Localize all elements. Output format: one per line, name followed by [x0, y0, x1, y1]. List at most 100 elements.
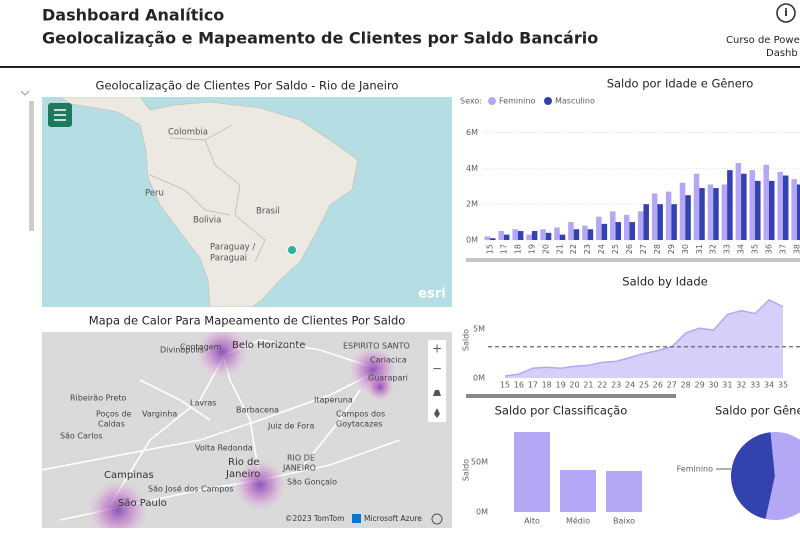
map-label: Poços de [96, 410, 132, 419]
y-tick-label: 6M [466, 128, 478, 137]
x-tick-label: 33 [723, 244, 732, 254]
map-label: Guarapari [368, 374, 408, 383]
map-label: São Paulo [118, 498, 167, 509]
x-tick-label: 23 [611, 381, 621, 390]
bar [498, 231, 504, 240]
x-tick-label: 21 [555, 244, 564, 254]
bar [587, 229, 594, 240]
bar [763, 164, 769, 240]
scrollbar[interactable] [29, 101, 34, 231]
x-tick-label: 24 [625, 381, 635, 390]
collapse-chevron[interactable] [20, 90, 30, 96]
zoom-in[interactable]: + [432, 342, 442, 356]
scrollbar [466, 394, 676, 398]
map-label: ESPIRITO SANTO [343, 342, 410, 351]
bar [540, 229, 546, 240]
header-note: Curso de Power [726, 35, 800, 46]
chart-title: Saldo por Classificação [495, 404, 628, 418]
bar [735, 162, 742, 240]
map-label: Belo Horizonte [232, 340, 305, 351]
bar [596, 216, 602, 240]
x-tick-label: 34 [764, 381, 774, 390]
map-label: Goytacazes [336, 420, 382, 429]
x-tick-label: 35 [778, 381, 788, 390]
bar [582, 225, 588, 240]
x-tick-label: 15 [500, 381, 510, 390]
x-tick-label: 38 [792, 244, 800, 254]
map-label: Barbacena [236, 406, 279, 415]
legend-marker [488, 97, 496, 105]
heat-map[interactable]: Belo Horizonte Contagem ESPIRITO SANTO C… [42, 326, 452, 533]
x-tick-label: 29 [667, 244, 676, 254]
bar [657, 204, 663, 240]
map-attribution: ©2023 TomTom [285, 514, 344, 523]
map[interactable]: Colombia Peru Bolivia Brasil Paraguay / … [42, 97, 452, 307]
y-tick-label: 2M [466, 200, 478, 209]
bar [624, 214, 630, 240]
bar [512, 229, 518, 240]
x-tick-label: 24 [597, 244, 606, 254]
bar [573, 229, 580, 240]
bar [554, 227, 560, 240]
bar [637, 211, 644, 240]
x-tick-label: 19 [527, 244, 536, 254]
slice-label: Feminino [677, 465, 713, 474]
map-label: Paraguai [210, 254, 247, 264]
bar [610, 211, 616, 240]
x-tick-label: 20 [569, 381, 579, 390]
legend-label: Masculino [555, 97, 595, 106]
bar [560, 470, 596, 512]
compass-button[interactable] [434, 408, 440, 418]
bar [693, 173, 700, 240]
map-label: Divinópolis [160, 345, 204, 355]
x-tick-label: 28 [681, 381, 691, 390]
bar [601, 223, 608, 240]
menu-icon [54, 109, 66, 121]
bar [782, 175, 789, 240]
map-title: Mapa de Calor Para Mapeamento de Cliente… [89, 314, 406, 328]
pie-slice [731, 432, 775, 519]
x-tick-label: 22 [597, 381, 607, 390]
map-label: Juiz de Fora [267, 422, 314, 431]
area-line [504, 298, 784, 377]
bar [484, 236, 490, 240]
bar [741, 173, 747, 240]
chart-title: Saldo por Idade e Gênero [607, 77, 754, 91]
map-label: Contagem [180, 343, 222, 352]
bar [615, 222, 622, 240]
bar [503, 234, 510, 240]
map-label: Itaperuna [314, 396, 353, 405]
bar [629, 222, 635, 240]
bar [791, 179, 797, 240]
map-attribution: Microsoft Azure [364, 514, 422, 523]
bar [685, 195, 691, 240]
azure-logo [352, 514, 361, 523]
x-tick-label: Baixo [613, 517, 635, 526]
bar [531, 231, 538, 240]
x-tick-label: 37 [778, 244, 787, 254]
y-axis-label: Saldo [462, 329, 471, 351]
bar [707, 184, 714, 240]
map-label: Paraguay / [210, 243, 255, 253]
x-tick-label: 35 [751, 244, 760, 254]
bar [721, 184, 728, 240]
x-tick-label: 15 [486, 244, 495, 254]
bar [545, 232, 552, 240]
map-label: Bolivia [193, 216, 221, 226]
legend-label: Feminino [499, 97, 535, 106]
zoom-out[interactable]: − [432, 362, 442, 376]
x-tick-label: 17 [528, 381, 538, 390]
bar [606, 471, 642, 512]
x-tick-label: 25 [639, 381, 649, 390]
feedback-button[interactable] [431, 513, 443, 525]
x-tick-label: 16 [514, 381, 524, 390]
map-point[interactable] [287, 245, 297, 255]
x-tick-label: 33 [750, 381, 760, 390]
y-tick-label: 0M [473, 374, 485, 383]
bar [514, 432, 550, 512]
tilt-button[interactable] [433, 390, 441, 396]
x-tick-label: 32 [709, 244, 718, 254]
scrollbar [466, 258, 800, 262]
info-icon[interactable] [776, 3, 796, 23]
